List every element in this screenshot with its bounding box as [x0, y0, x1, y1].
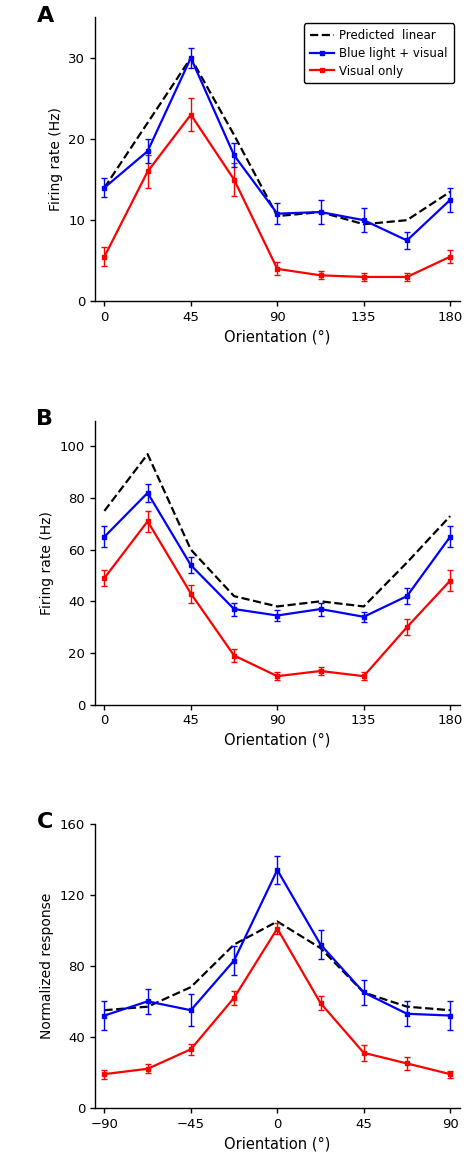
Text: B: B [36, 410, 54, 429]
X-axis label: Orientation (°): Orientation (°) [224, 330, 330, 345]
Legend: Predicted  linear, Blue light + visual, Visual only: Predicted linear, Blue light + visual, V… [304, 23, 454, 83]
Y-axis label: Normalized response: Normalized response [40, 893, 54, 1039]
X-axis label: Orientation (°): Orientation (°) [224, 1137, 330, 1152]
Y-axis label: Firing rate (Hz): Firing rate (Hz) [49, 107, 63, 211]
Y-axis label: Firing rate (Hz): Firing rate (Hz) [40, 510, 54, 615]
Text: C: C [36, 812, 53, 832]
X-axis label: Orientation (°): Orientation (°) [224, 733, 330, 748]
Text: A: A [36, 6, 54, 25]
